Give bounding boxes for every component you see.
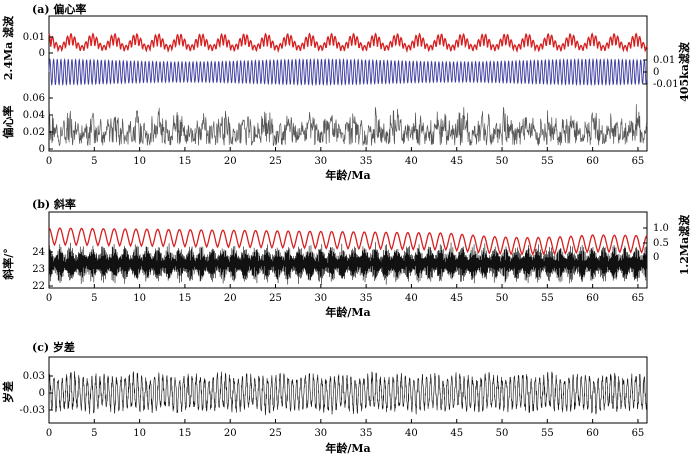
panel-c-xlabel: 年龄/Ma bbox=[325, 441, 370, 455]
x-tick-label: 55 bbox=[541, 156, 554, 167]
panel-c-frame bbox=[48, 356, 648, 424]
ecc-raw-yticks: 0.06 0.04 0.02 0 bbox=[23, 93, 53, 155]
x-tick-label: 20 bbox=[224, 293, 237, 304]
obliquity-ylabel: 斜率/° bbox=[1, 248, 15, 281]
x-tick-label: 35 bbox=[360, 156, 373, 167]
filter-1p2ma-line bbox=[48, 227, 648, 256]
panel-b-xlabel: 年龄/Ma bbox=[325, 305, 370, 319]
precession-ylabel: 岁差 bbox=[1, 381, 15, 403]
x-tick-label: 40 bbox=[405, 428, 418, 439]
x-tick-label: 10 bbox=[133, 156, 146, 167]
x-tick-label: 15 bbox=[179, 293, 192, 304]
x-tick-label: 30 bbox=[314, 293, 327, 304]
precession-yticks: 0.03 0 -0.03 bbox=[19, 371, 53, 416]
x-tick-label: 25 bbox=[269, 428, 282, 439]
precession-line bbox=[48, 371, 648, 416]
ecc-405ka-line bbox=[48, 57, 648, 87]
tick-label: 23 bbox=[32, 264, 45, 275]
tick-label: 22 bbox=[32, 281, 45, 292]
tick-label: 0 bbox=[39, 144, 45, 155]
x-tick-label: 65 bbox=[632, 293, 645, 304]
ecc-2p4ma-line bbox=[48, 32, 648, 54]
ecc-405ka-yticks: 0.01 0 -0.01 bbox=[643, 55, 679, 90]
panel-c-title: (c) 岁差 bbox=[32, 340, 75, 354]
panel-a-xlabel: 年龄/Ma bbox=[325, 168, 370, 182]
x-tick-label: 45 bbox=[450, 428, 463, 439]
x-tick-label: 5 bbox=[91, 428, 97, 439]
x-tick-label: 0 bbox=[46, 293, 52, 304]
x-tick-label: 15 bbox=[179, 428, 192, 439]
tick-label: 0 bbox=[653, 67, 659, 78]
tick-label: 0.02 bbox=[23, 127, 45, 138]
x-tick-label: 30 bbox=[314, 428, 327, 439]
panel-a-xticks: 0 5 10 15 20 25 30 35 40 45 50 55 60 65 bbox=[46, 147, 644, 167]
tick-label: 0 bbox=[39, 48, 45, 59]
ecc-raw-line bbox=[48, 104, 648, 147]
tick-label: 0.01 bbox=[23, 32, 45, 43]
tick-label: 0.06 bbox=[23, 93, 45, 104]
panel-a: (a) 偏心率 0.01 0 2.4Ma 滤波 0.01 0 -0.01 405… bbox=[1, 2, 691, 182]
precession-series bbox=[48, 371, 648, 416]
x-tick-label: 10 bbox=[133, 293, 146, 304]
panel-c-xticks: 0 5 10 15 20 25 30 35 40 45 50 55 60 65 bbox=[46, 419, 644, 439]
x-tick-label: 35 bbox=[360, 428, 373, 439]
x-tick-label: 0 bbox=[46, 428, 52, 439]
x-tick-label: 40 bbox=[405, 156, 418, 167]
tick-label: -0.01 bbox=[653, 79, 679, 90]
ecc-405ka-ylabel: 405ka滤波 bbox=[677, 41, 691, 102]
x-tick-label: 45 bbox=[450, 293, 463, 304]
obliquity-line bbox=[48, 242, 648, 285]
x-tick-label: 30 bbox=[314, 156, 327, 167]
filter-1p2ma-ylabel: 1.2Ma滤波 bbox=[677, 214, 691, 275]
ecc-405ka-series bbox=[48, 57, 648, 87]
x-tick-label: 45 bbox=[450, 156, 463, 167]
tick-label: 0 bbox=[39, 388, 45, 399]
x-tick-label: 25 bbox=[269, 293, 282, 304]
x-tick-label: 20 bbox=[224, 428, 237, 439]
tick-label: 0.04 bbox=[23, 110, 45, 121]
x-tick-label: 55 bbox=[541, 428, 554, 439]
ecc-raw-series bbox=[48, 104, 648, 147]
x-tick-label: 25 bbox=[269, 156, 282, 167]
tick-label: 1.0 bbox=[653, 223, 669, 234]
x-tick-label: 10 bbox=[133, 428, 146, 439]
panel-c: (c) 岁差 0.03 0 -0.03 岁差 0 5 10 15 20 25 30 35 40 4… bbox=[1, 340, 648, 455]
tick-label: -0.03 bbox=[19, 405, 45, 416]
panel-b-title: (b) 斜率 bbox=[32, 197, 76, 211]
x-tick-label: 35 bbox=[360, 293, 373, 304]
tick-label: 0 bbox=[653, 252, 659, 263]
x-tick-label: 65 bbox=[632, 156, 645, 167]
x-tick-label: 5 bbox=[91, 156, 97, 167]
x-tick-label: 40 bbox=[405, 293, 418, 304]
x-tick-label: 65 bbox=[632, 428, 645, 439]
panel-a-title: (a) 偏心率 bbox=[32, 2, 86, 16]
ecc-2p4ma-ylabel: 2.4Ma 滤波 bbox=[1, 15, 15, 80]
panel-b: (b) 斜率 24 23 22 斜率/° 1.0 0.5 0 1.2Ma滤波 0… bbox=[1, 197, 691, 319]
x-tick-label: 0 bbox=[46, 156, 52, 167]
x-tick-label: 50 bbox=[496, 293, 509, 304]
x-tick-label: 50 bbox=[496, 156, 509, 167]
x-tick-label: 60 bbox=[586, 293, 599, 304]
x-tick-label: 15 bbox=[179, 156, 192, 167]
filter-1p2ma-series bbox=[48, 227, 648, 256]
x-tick-label: 50 bbox=[496, 428, 509, 439]
tick-label: 0.5 bbox=[653, 238, 669, 249]
panel-b-xticks: 0 5 10 15 20 25 30 35 40 45 50 55 60 65 bbox=[46, 284, 644, 304]
ecc-2p4ma-series bbox=[48, 32, 648, 54]
x-tick-label: 60 bbox=[586, 156, 599, 167]
obliquity-series bbox=[48, 242, 648, 285]
filter-1p2ma-yticks: 1.0 0.5 0 bbox=[643, 223, 669, 263]
obliquity-yticks: 24 23 22 bbox=[32, 247, 53, 292]
ecc-2p4ma-yticks: 0.01 0 bbox=[23, 32, 53, 59]
x-tick-label: 60 bbox=[586, 428, 599, 439]
x-tick-label: 55 bbox=[541, 293, 554, 304]
x-tick-label: 20 bbox=[224, 156, 237, 167]
ecc-raw-ylabel: 偏心率 bbox=[1, 106, 15, 139]
tick-label: 0.01 bbox=[653, 55, 675, 66]
tick-label: 0.03 bbox=[23, 371, 45, 382]
x-tick-label: 5 bbox=[91, 293, 97, 304]
tick-label: 24 bbox=[32, 247, 45, 258]
